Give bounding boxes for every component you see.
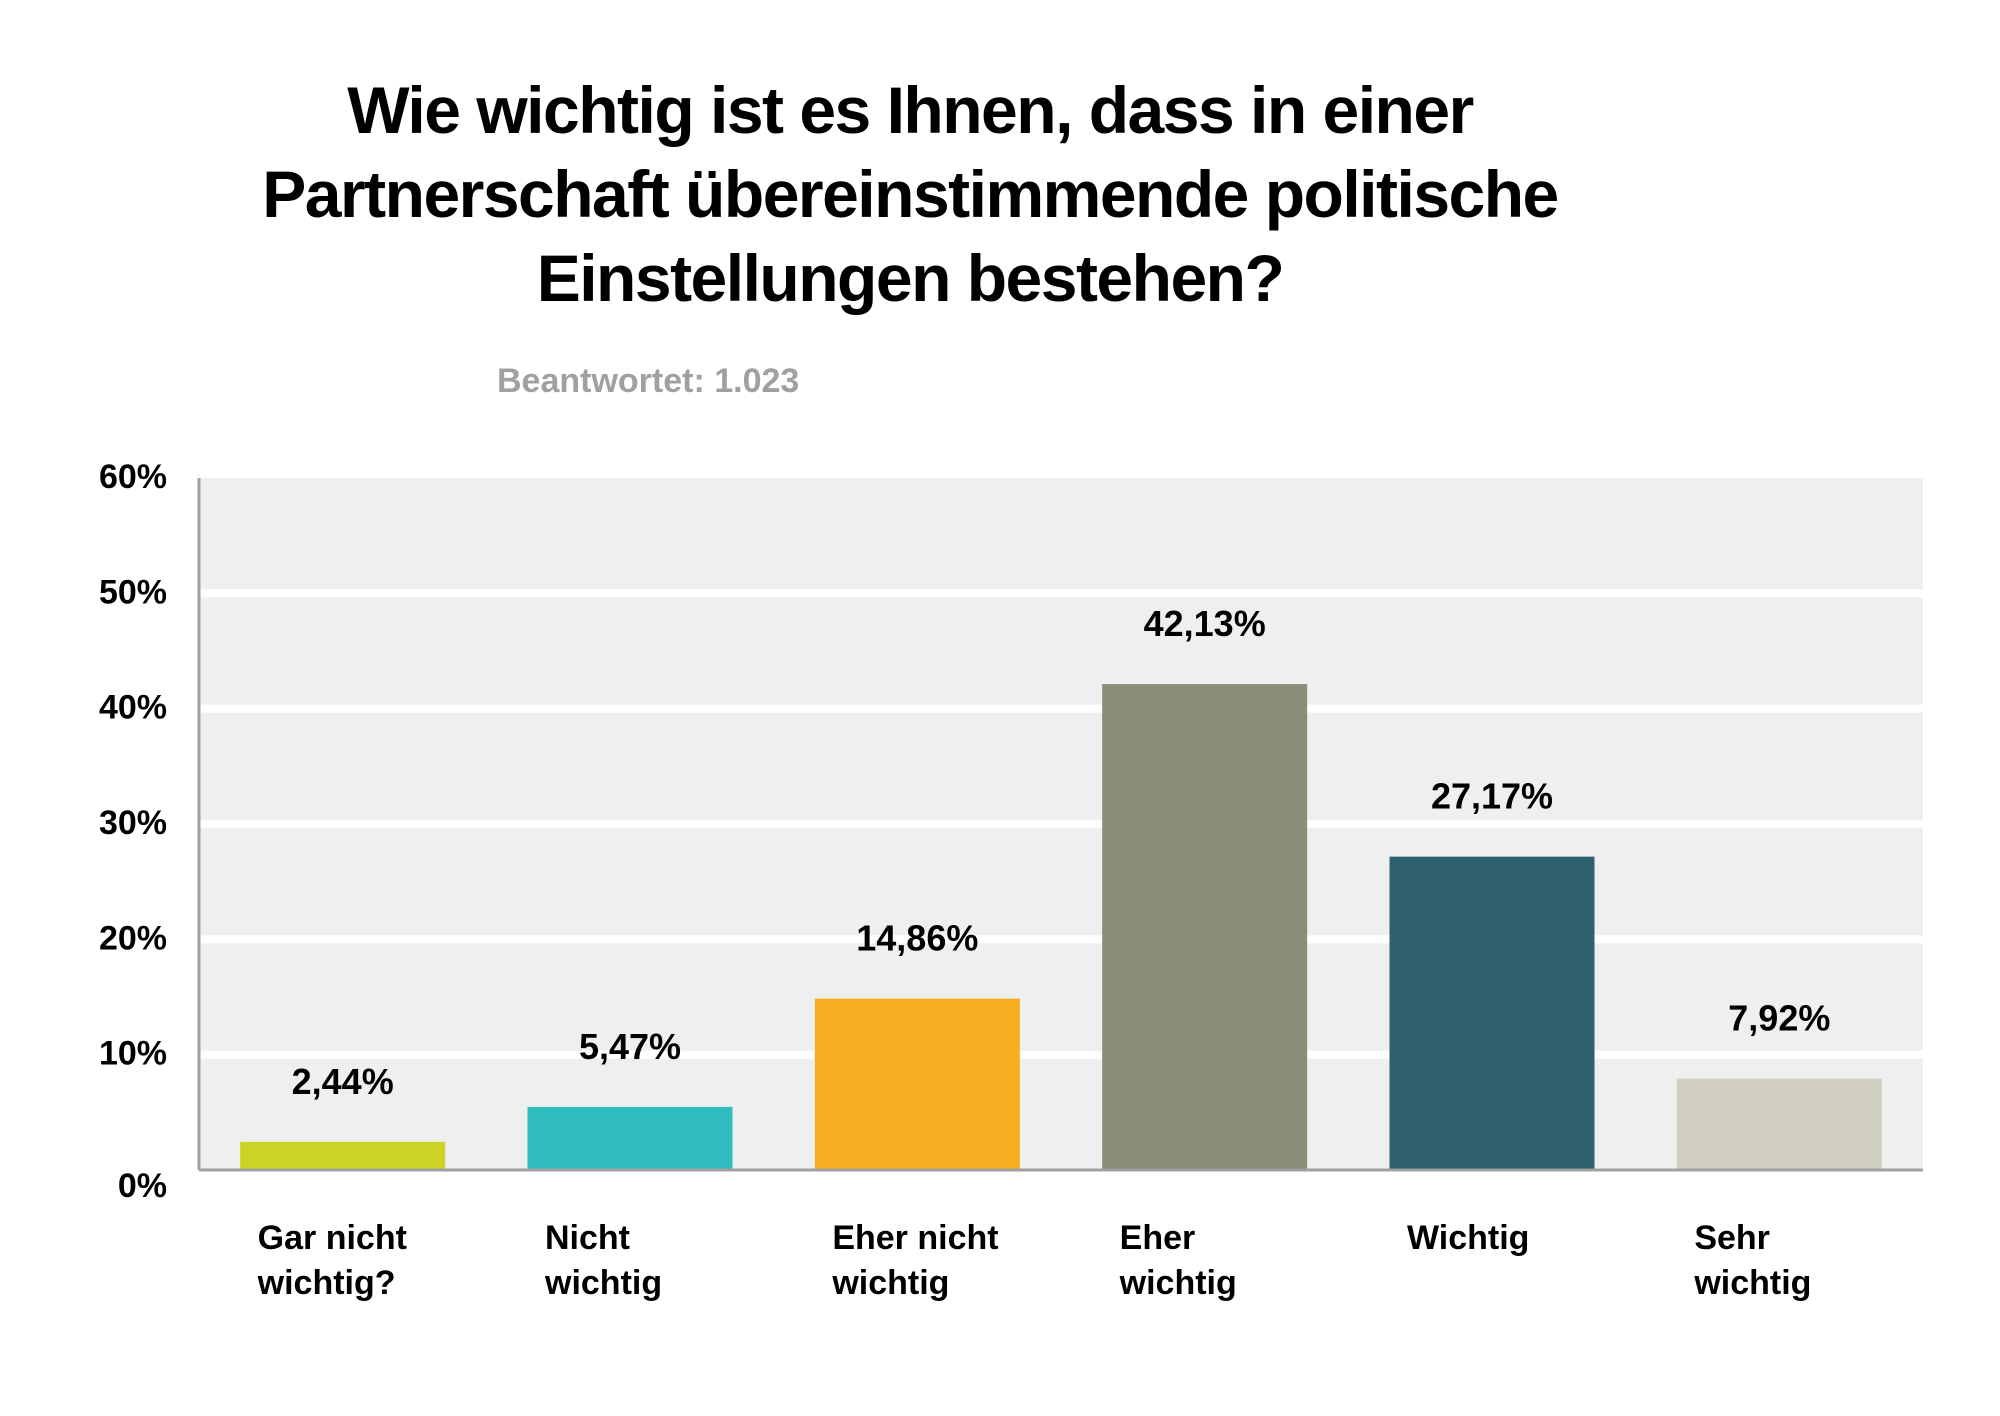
bar [1389, 856, 1595, 1170]
category-label: wichtig [1693, 1264, 1811, 1302]
category-label: wichtig? [257, 1264, 396, 1302]
title-line: Partnerschaft übereinstimmende politisch… [262, 157, 1559, 231]
y-tick-label: 10% [99, 1035, 167, 1073]
data-label: 27,17% [1431, 776, 1553, 817]
y-tick-label: 50% [99, 573, 167, 611]
bar [814, 998, 1020, 1170]
chart-title: Wie wichtig ist es Ihnen, dass in einer … [100, 68, 1720, 320]
y-tick-label: 60% [99, 458, 167, 496]
title-line: Wie wichtig ist es Ihnen, dass in einer [347, 73, 1474, 147]
category-label: Wichtig [1407, 1219, 1529, 1257]
data-label: 7,92% [1728, 998, 1830, 1039]
data-label: 42,13% [1144, 603, 1266, 644]
gridline [199, 1050, 1923, 1059]
category-label: wichtig [544, 1264, 662, 1302]
bar [527, 1106, 733, 1170]
category-label: wichtig [831, 1264, 949, 1302]
title-line: Einstellungen bestehen? [536, 241, 1285, 315]
gridline [199, 704, 1923, 713]
category-label: Eher nicht [832, 1219, 998, 1257]
category-label: Nicht [545, 1219, 630, 1257]
y-tick-label: 0% [118, 1167, 167, 1205]
chart-subtitle: Beantwortet: 1.023 [497, 362, 800, 400]
data-label: 2,44% [292, 1061, 394, 1102]
y-tick-label: 30% [99, 804, 167, 842]
bar [1102, 684, 1308, 1170]
gridline [199, 589, 1923, 598]
bar [1676, 1078, 1882, 1170]
gridline [199, 820, 1923, 828]
y-tick-label: 20% [99, 919, 167, 957]
category-label: Eher [1120, 1219, 1196, 1257]
category-label: wichtig [1119, 1264, 1237, 1302]
data-label: 5,47% [579, 1026, 681, 1067]
gridline [199, 935, 1923, 944]
category-label: Sehr [1694, 1219, 1770, 1257]
category-label: Gar nicht [258, 1219, 407, 1257]
bar [240, 1141, 446, 1170]
data-label: 14,86% [856, 918, 978, 959]
y-tick-label: 40% [99, 689, 167, 727]
